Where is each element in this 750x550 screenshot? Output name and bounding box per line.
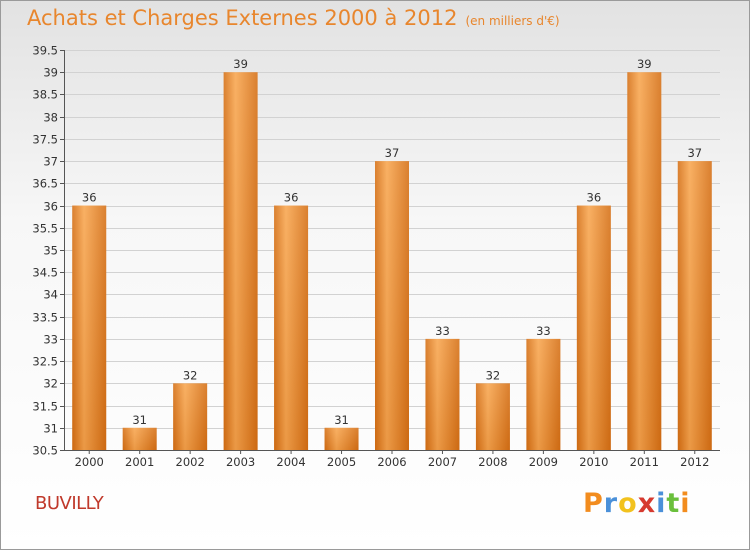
x-tick-labels: 2000 2001 2002 2003 2004 2005 2006 2007 2008 2009… [75,455,710,469]
data-label: 31 [334,413,349,427]
data-label: 31 [132,413,147,427]
bar-shade [173,383,208,450]
logo-letter: P [583,488,604,519]
x-tick-label: 2003 [226,455,255,469]
x-tick-label: 2011 [630,455,659,469]
y-tick-label: 36 [43,200,58,214]
y-tick-label: 30.5 [32,444,58,458]
x-tick-label: 2005 [327,455,356,469]
data-label: 39 [233,57,248,71]
data-label: 37 [687,146,702,160]
commune-name: BUVILLY [35,493,104,514]
bar-shade [627,72,662,450]
bar-shade [223,72,258,450]
y-tick-label: 38.5 [32,88,58,102]
y-tick-label: 37.5 [32,133,58,147]
x-tick-label: 2000 [75,455,104,469]
data-labels: 36 31 32 39 36 31 37 33 32 33 36 39 37 [82,57,702,427]
y-tick-label: 33 [43,333,58,347]
x-tick-label: 2007 [428,455,457,469]
bar-shade [677,161,712,450]
logo-letter: i [680,488,691,519]
logo-letter: o [618,488,638,519]
axes [60,50,720,454]
data-label: 36 [587,191,602,205]
data-label: 32 [183,368,198,382]
x-tick-label: 2009 [529,455,558,469]
chart-title-text: Achats et Charges Externes 2000 à 2012 [27,6,458,30]
data-label: 36 [82,191,97,205]
bar-shade [475,383,510,450]
y-tick-label: 36.5 [32,177,58,191]
logo-letter: r [603,488,619,519]
bar-shade [425,338,460,450]
y-tick-label: 34 [43,288,58,302]
bar-shade [324,427,359,450]
data-label: 37 [385,146,400,160]
x-tick-label: 2008 [478,455,507,469]
proxiti-logo[interactable]: Proxiti [583,488,691,519]
x-tick-label: 2010 [579,455,608,469]
bar-shade [72,205,107,450]
y-tick-label: 39 [43,66,58,80]
data-label: 36 [284,191,299,205]
data-label: 33 [536,324,551,338]
chart-title: Achats et Charges Externes 2000 à 2012 (e… [27,6,560,30]
y-tick-labels: 30.5 31 31.5 32 32.5 33 33.5 34 34.5 35 35.5 36 36.5… [32,44,58,458]
y-tick-label: 37 [43,155,58,169]
y-tick-label: 35 [43,244,58,258]
bar-shade [576,205,611,450]
y-tick-label: 39.5 [32,44,58,58]
bars [72,72,712,450]
y-tick-label: 38 [43,111,58,125]
bar-shade [122,427,157,450]
x-tick-label: 2012 [680,455,709,469]
x-tick-label: 2006 [377,455,406,469]
x-tick-label: 2002 [176,455,205,469]
x-tick-label: 2001 [125,455,154,469]
y-tick-label: 34.5 [32,266,58,280]
data-label: 39 [637,57,652,71]
bar-shade [526,338,561,450]
logo-letter: t [666,488,681,519]
x-tick-label: 2004 [276,455,305,469]
y-tick-label: 33.5 [32,311,58,325]
y-tick-label: 31 [43,422,58,436]
y-tick-label: 35.5 [32,222,58,236]
chart-unit: (en milliers d'€) [465,14,560,28]
y-tick-label: 32.5 [32,355,58,369]
data-label: 32 [486,368,501,382]
logo-letter: x [637,488,657,519]
logo-letter: i [656,488,667,519]
bar-shade [375,161,409,450]
bar-shade [274,205,309,450]
y-tick-label: 31.5 [32,400,58,414]
data-label: 33 [435,324,450,338]
y-tick-label: 32 [43,377,58,391]
